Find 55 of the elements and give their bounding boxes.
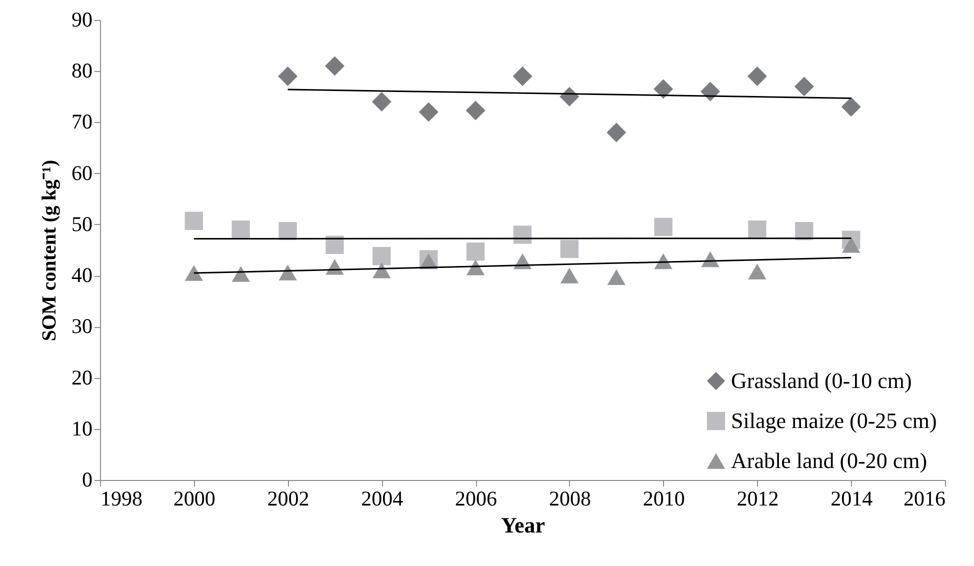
- point: [607, 269, 626, 285]
- point: [184, 265, 203, 281]
- y-axis-title: SOM content (g kg⁻¹): [38, 160, 60, 342]
- x-tick-label: 2014: [830, 486, 874, 510]
- y-tick-label: 90: [72, 8, 92, 32]
- point: [842, 237, 860, 253]
- y-tick-label: 50: [72, 212, 92, 236]
- x-tick-label: 2004: [361, 486, 404, 510]
- point: [184, 212, 203, 230]
- x-tick-label: 2002: [267, 486, 310, 510]
- point: [278, 264, 297, 280]
- point: [232, 220, 250, 239]
- point: [324, 56, 344, 76]
- y-tick-label: 0: [82, 468, 92, 492]
- x-tick-label: 2006: [455, 486, 498, 510]
- x-tick-label: 2008: [548, 486, 591, 510]
- point: [794, 76, 814, 96]
- point: [278, 66, 298, 86]
- x-tick-label: 1998: [100, 486, 142, 510]
- x-tick-label: 2000: [173, 486, 216, 510]
- point: [606, 122, 626, 142]
- point: [841, 97, 861, 117]
- point: [748, 220, 766, 239]
- point: [654, 218, 672, 236]
- point: [560, 240, 579, 258]
- x-tick-label: 2010: [642, 486, 685, 510]
- point: [560, 268, 579, 284]
- y-tick-label: 80: [72, 58, 92, 83]
- point: [700, 82, 720, 102]
- x-tick-label: 2012: [736, 486, 779, 510]
- point: [372, 262, 391, 278]
- point: [747, 66, 767, 86]
- x-axis-title: Year: [501, 512, 546, 538]
- point: [795, 222, 814, 240]
- point: [372, 92, 392, 112]
- y-tick-label: 70: [72, 110, 92, 134]
- point: [278, 222, 297, 240]
- point: [232, 266, 250, 282]
- point: [418, 102, 438, 122]
- y-tick-label: 10: [72, 416, 92, 440]
- y-tick-label: 60: [72, 160, 92, 185]
- legend-label: Silage maize (0-25 cm): [731, 408, 937, 433]
- point: [512, 66, 532, 86]
- legend-label: Grassland (0-10 cm): [731, 368, 912, 393]
- point: [466, 100, 486, 120]
- x-tick-label: 2016: [904, 486, 946, 510]
- point: [654, 79, 674, 99]
- point: [466, 242, 485, 261]
- y-tick-label: 30: [72, 314, 92, 338]
- y-tick-label: 20: [72, 365, 92, 390]
- point: [748, 264, 766, 280]
- point: [372, 247, 391, 266]
- legend-label: Arable land (0-20 cm): [731, 448, 928, 473]
- point: [513, 226, 532, 244]
- y-tick-label: 40: [72, 263, 92, 288]
